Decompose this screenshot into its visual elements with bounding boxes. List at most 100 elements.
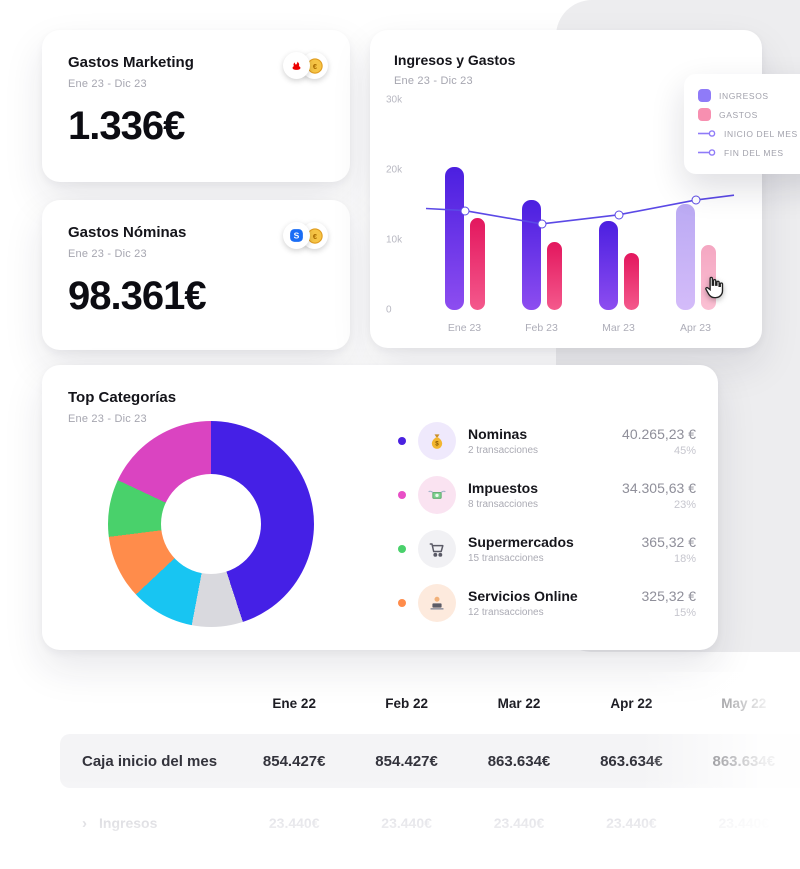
y-tick-label: 30k: [386, 94, 403, 106]
category-dot: [398, 545, 406, 553]
x-tick-label: Mar 23: [602, 322, 635, 334]
cell-value: 863.634€: [600, 752, 663, 770]
card-gastos-nominas: S € Gastos Nóminas Ene 23 - Dic 23 98.36…: [42, 200, 350, 350]
card-period: Ene 23 - Dic 23: [68, 248, 147, 260]
category-percent: 15%: [673, 606, 696, 619]
card-gastos-marketing: € Gastos Marketing Ene 23 - Dic 23 1.336…: [42, 30, 350, 182]
bar-group-mar-23[interactable]: [580, 100, 657, 310]
bar-ingresos-3[interactable]: [598, 221, 618, 310]
cell-value: 863.634€: [487, 752, 551, 770]
chevron-right-icon[interactable]: ›: [82, 814, 87, 832]
bar-ingresos-4[interactable]: [675, 203, 695, 310]
card-period: Ene 23 - Dic 23: [68, 78, 147, 90]
category-row-nominas[interactable]: $ Nominas 2 transacciones 40.265,23 € 45%: [398, 419, 696, 463]
cell-value: 854.427€: [262, 752, 326, 770]
svg-text:€: €: [312, 62, 317, 71]
card-value: 1.336€: [68, 104, 185, 148]
bar-group-apr-23[interactable]: [657, 100, 734, 310]
category-dot: [398, 599, 406, 607]
card-title: Gastos Marketing: [68, 54, 194, 71]
bar-gastos-1[interactable]: [469, 217, 485, 310]
x-tick-label: Apr 23: [680, 322, 711, 334]
bar-ingresos-2[interactable]: [521, 200, 541, 310]
svg-text:$: $: [435, 441, 439, 448]
table-row-ingresos[interactable]: › Ingresos 23.440€ 23.440€ 23.440€ 23.440€ 23.…: [60, 796, 800, 850]
category-values: 365,32 € 18%: [642, 534, 697, 565]
category-name: Supermercados: [468, 534, 574, 550]
bar-ingresos-1[interactable]: [444, 166, 464, 310]
category-row-supermercados[interactable]: Supermercados 15 transacciones 365,32 € 18%: [398, 527, 696, 571]
categories-title: Top Categorías: [68, 389, 177, 406]
cart-icon: [418, 530, 456, 568]
category-texts: Servicios Online 12 transacciones: [468, 588, 578, 618]
category-transactions: 15 transacciones: [468, 553, 544, 564]
table-header: Ene 22 Feb 22 Mar 22 Apr 22 May 22: [60, 680, 800, 726]
table-row-caja-inicio-del-mes: Caja inicio del mes 854.427€ 854.427€ 863.6…: [60, 734, 800, 788]
cell-value: 23.440€: [493, 815, 545, 831]
category-amount: 325,32 €: [641, 587, 697, 604]
table-header-mar-22: Mar 22: [497, 695, 541, 711]
cell-value: 23.440€: [606, 815, 657, 831]
y-tick-label: 20k: [386, 164, 403, 176]
cell-value: 23.440€: [381, 815, 432, 831]
category-texts: Nominas 2 transacciones: [468, 426, 538, 456]
legend-swatch: [698, 108, 711, 121]
laptop-icon: [418, 584, 456, 622]
category-dot: [398, 437, 406, 445]
category-values: 325,32 € 15%: [642, 588, 697, 619]
row-label: Caja inicio del mes: [60, 753, 238, 770]
line-marker: [460, 206, 469, 216]
cursor-pointer-icon: [705, 276, 724, 299]
category-amount: 365,32 €: [641, 533, 697, 550]
category-texts: Supermercados 15 transacciones: [468, 534, 574, 564]
legend-item-fin-del-mes[interactable]: FIN DEL MES: [698, 143, 800, 162]
category-amount: 34.305,63 €: [622, 479, 696, 496]
santander-logo-icon: [283, 52, 310, 79]
category-transactions: 2 transacciones: [468, 445, 539, 456]
category-transactions: 8 transacciones: [468, 499, 539, 510]
legend-item-gastos[interactable]: GASTOS: [698, 105, 800, 124]
row-label: › Ingresos: [60, 815, 238, 832]
category-values: 40.265,23 € 45%: [622, 426, 696, 457]
bar-gastos-3[interactable]: [623, 253, 639, 310]
y-axis: 0 10k 20k 30k: [386, 95, 420, 316]
plot-area: [426, 100, 734, 310]
table-body: Caja inicio del mes 854.427€ 854.427€ 863.6…: [60, 734, 800, 850]
y-tick-label: 10k: [386, 234, 403, 246]
legend-item-ingresos[interactable]: INGRESOS: [698, 86, 800, 105]
cell-value: 863.634€: [712, 752, 776, 770]
category-name: Servicios Online: [468, 588, 578, 604]
cell-value: 23.440€: [718, 815, 770, 831]
bar-group-feb-23[interactable]: [503, 100, 580, 310]
legend-label: FIN DEL MES: [724, 147, 784, 158]
category-name: Impuestos: [468, 480, 539, 496]
table-header-ene-22: Ene 22: [272, 695, 316, 711]
category-row-impuestos[interactable]: Impuestos 8 transacciones 34.305,63 € 23%: [398, 473, 696, 517]
cell-value: 23.440€: [268, 815, 320, 831]
category-percent: 23%: [673, 498, 696, 511]
bar-gastos-2[interactable]: [546, 242, 562, 310]
card-title: Gastos Nóminas: [68, 224, 187, 241]
categories-period: Ene 23 - Dic 23: [68, 413, 147, 425]
legend-line-icon: [698, 149, 716, 156]
category-dot: [398, 491, 406, 499]
table-header-feb-22: Feb 22: [385, 695, 428, 711]
bank-s-logo-icon: S: [283, 222, 310, 249]
legend-item-inicio-del-mes[interactable]: INICIO DEL MES: [698, 124, 800, 143]
legend-label: INGRESOS: [719, 90, 769, 101]
category-name: Nominas: [468, 426, 528, 442]
table-header-may-22: May 22: [721, 695, 767, 711]
chart-legend: INGRESOS GASTOS INICIO DEL MES FIN DEL MES: [684, 74, 800, 174]
category-row-servicios-online[interactable]: Servicios Online 12 transacciones 325,32 €…: [398, 581, 696, 625]
legend-swatch: [698, 89, 711, 102]
category-percent: 45%: [673, 444, 696, 457]
line-marker: [537, 219, 546, 229]
bar-group-ene-23[interactable]: [426, 100, 503, 310]
x-tick-label: Feb 23: [525, 322, 558, 334]
x-axis: Ene 23 Feb 23 Mar 23 Apr 23: [426, 322, 734, 334]
category-transactions: 12 transacciones: [468, 607, 544, 618]
card-badges: S €: [283, 222, 328, 249]
cell-value: 854.427€: [375, 752, 438, 770]
donut-chart[interactable]: [108, 421, 314, 627]
